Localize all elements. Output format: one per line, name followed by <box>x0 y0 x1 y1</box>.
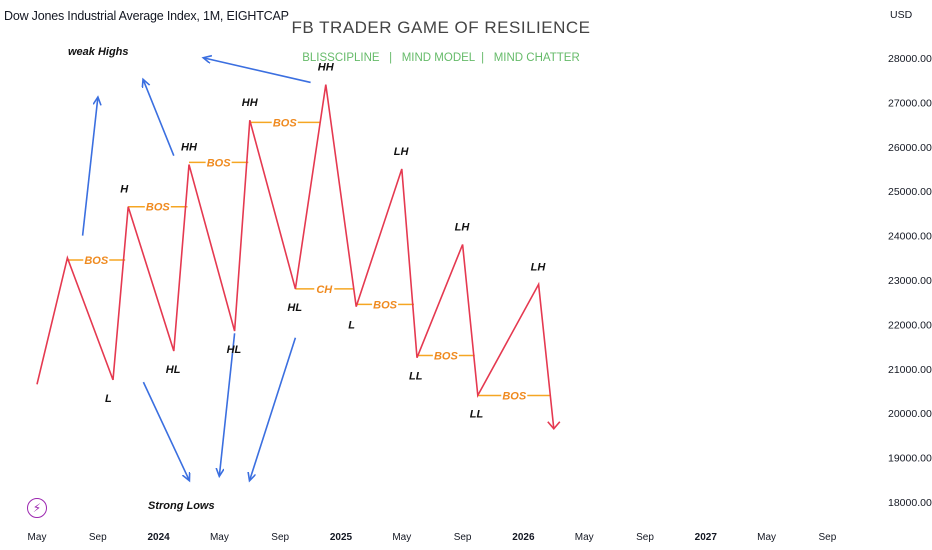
x-tick-label: Sep <box>89 532 107 543</box>
symbol-header: Dow Jones Industrial Average Index, 1M, … <box>4 9 289 23</box>
chart-subtitle: BLISSCIPLINE | MIND MODEL | MIND CHATTER <box>302 52 580 64</box>
x-tick-label: 2024 <box>147 532 170 543</box>
price-series-layer <box>36 84 561 430</box>
y-tick-label: 26000.00 <box>888 142 932 154</box>
y-tick-label: 21000.00 <box>888 364 932 376</box>
swing-point-label: L <box>348 320 355 332</box>
arrow-down <box>219 333 236 475</box>
structure-break-label: CH <box>316 284 333 296</box>
structure-break-label: BOS <box>434 350 459 362</box>
y-tick-label: 28000.00 <box>888 53 932 65</box>
swing-point-label: LH <box>455 221 471 233</box>
x-tick-label: May <box>575 532 594 543</box>
swing-point-label: HH <box>318 62 335 74</box>
arrow-down <box>250 337 297 480</box>
structure-break-label: BOS <box>84 255 109 267</box>
structure-break-layer: BOS BOS BOS BOS CH BOS BOS BOS <box>67 117 551 402</box>
series-end-arrowhead <box>547 421 561 430</box>
x-tick-label: May <box>392 532 411 543</box>
swing-point-label: H <box>120 184 129 196</box>
weak-highs-label: weak Highs <box>68 46 129 58</box>
x-tick-label: 2025 <box>330 532 353 543</box>
swing-point-label: HH <box>181 142 198 154</box>
x-tick-label: May <box>28 532 47 543</box>
y-tick-label: 24000.00 <box>888 231 932 243</box>
swing-point-label: LL <box>409 371 423 383</box>
y-axis: 18000.00 19000.00 20000.00 21000.00 22000.00… <box>888 53 932 509</box>
arrow-layer <box>81 58 311 480</box>
arrow-down <box>142 381 189 480</box>
x-tick-label: Sep <box>819 532 837 543</box>
swing-point-label: HL <box>227 344 242 356</box>
y-tick-label: 25000.00 <box>888 186 932 198</box>
structure-break-label: BOS <box>502 390 527 402</box>
x-tick-label: May <box>757 532 776 543</box>
structure-break-label: BOS <box>146 202 171 214</box>
swing-point-label: L <box>105 393 112 405</box>
y-tick-label: 18000.00 <box>888 497 932 509</box>
y-tick-label: 27000.00 <box>888 97 932 109</box>
y-tick-label: 22000.00 <box>888 319 932 331</box>
y-tick-label: 23000.00 <box>888 275 932 287</box>
strong-lows-label: Strong Lows <box>148 500 215 512</box>
x-tick-label: 2026 <box>512 532 535 543</box>
currency-label: USD <box>890 9 913 21</box>
swing-point-label: LH <box>531 261 547 273</box>
structure-break-label: BOS <box>373 299 398 311</box>
structure-break-label: BOS <box>273 117 298 129</box>
arrow-up <box>143 80 175 156</box>
x-tick-label: May <box>210 532 229 543</box>
y-tick-label: 19000.00 <box>888 453 932 465</box>
x-axis: May Sep 2024 May Sep 2025 May Sep 2026 May Sep 2027… <box>28 532 837 543</box>
y-tick-label: 20000.00 <box>888 408 932 420</box>
swing-point-label: HH <box>242 97 259 109</box>
swing-point-label: HL <box>166 364 181 376</box>
swing-point-label: HL <box>287 302 302 314</box>
chart-title: FB TRADER GAME OF RESILIENCE <box>292 18 591 37</box>
x-tick-label: Sep <box>454 532 472 543</box>
arrow-up <box>81 98 98 236</box>
x-tick-label: 2027 <box>695 532 718 543</box>
lightning-bolt-icon[interactable]: ⚡ <box>27 498 47 518</box>
price-series-line <box>36 84 555 429</box>
x-tick-label: Sep <box>271 532 289 543</box>
swing-point-label: LL <box>470 408 484 420</box>
swing-point-label: LH <box>394 146 410 158</box>
arrow-up <box>204 58 311 84</box>
structure-break-label: BOS <box>207 157 232 169</box>
x-tick-label: Sep <box>636 532 654 543</box>
